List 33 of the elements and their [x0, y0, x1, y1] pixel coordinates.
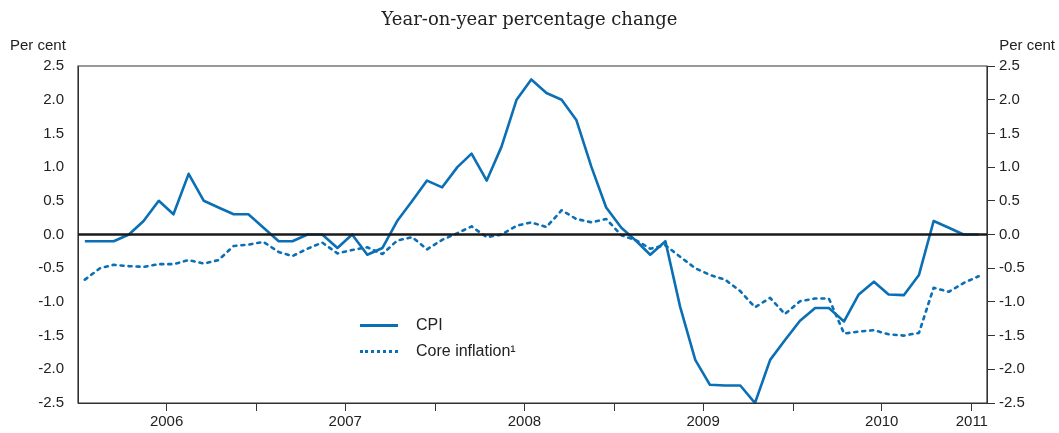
y-tick-label: 1.0	[43, 157, 64, 175]
y2-tick-label: -2.5	[999, 393, 1025, 411]
y2-tick-label: 2.5	[999, 56, 1020, 74]
y-tick-label: 2.5	[43, 56, 64, 74]
y2-tick-label: -0.5	[999, 258, 1025, 276]
y-tick-label: 1.5	[43, 123, 64, 141]
y2-tick-label: 2.0	[999, 89, 1020, 107]
y-tick-label: -2.5	[38, 393, 64, 411]
y2-tick-label: 1.0	[999, 157, 1020, 175]
y-tick-label: -1.5	[38, 325, 64, 343]
y-tick-label: -0.5	[38, 258, 64, 276]
x-tick-label: 2007	[328, 412, 362, 430]
y-tick-label: 0.0	[43, 224, 64, 242]
y2-tick-label: -1.0	[999, 292, 1025, 310]
y-axis-title: Per cent	[10, 36, 66, 53]
y2-axis-title: Per cent	[999, 36, 1055, 53]
chart-subtitle: Year-on-year percentage change	[380, 8, 679, 29]
x-tick-label: 2009	[686, 412, 720, 430]
legend-label: Core inflation¹	[416, 342, 516, 360]
x-tick-label: 2008	[507, 412, 542, 430]
y-tick-label: -2.0	[38, 359, 64, 377]
y-tick-label: 0.5	[43, 190, 64, 208]
y-tick-label: -1.0	[38, 292, 64, 310]
y2-tick-label: -2.0	[999, 359, 1025, 377]
y2-tick-label: -1.5	[999, 325, 1025, 343]
legend-label: CPI	[416, 316, 443, 334]
y2-tick-label: 0.0	[999, 224, 1020, 242]
y-tick-label: 2.0	[43, 89, 64, 107]
x-tick-label: 2010	[865, 412, 899, 430]
y2-tick-label: 0.5	[999, 190, 1020, 208]
x-tick-label: 2011	[955, 412, 988, 430]
x-tick-label: 2006	[149, 412, 184, 430]
y2-tick-label: 1.5	[999, 123, 1020, 141]
